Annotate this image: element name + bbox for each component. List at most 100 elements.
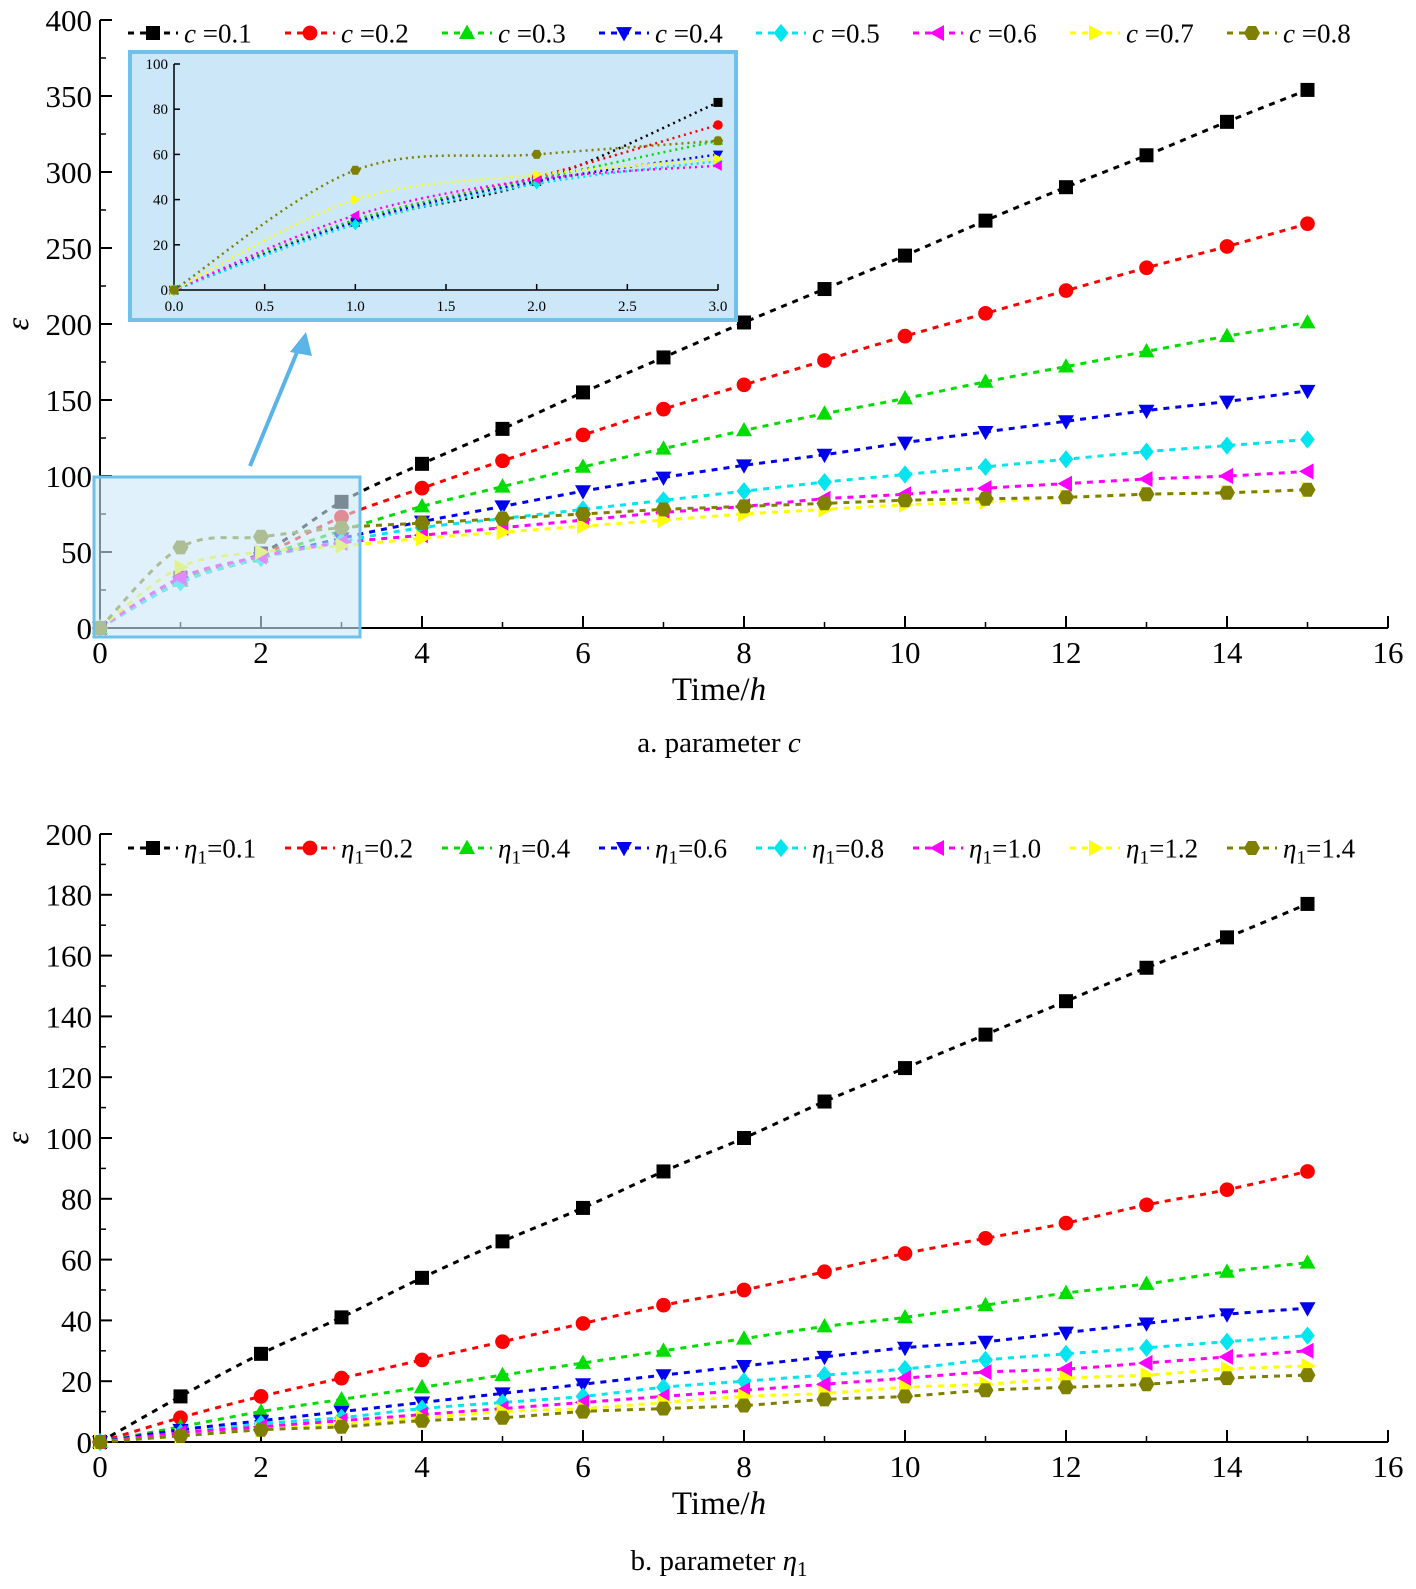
data-point	[1138, 1317, 1155, 1332]
data-point	[1219, 327, 1235, 343]
data-point	[1058, 1215, 1074, 1231]
data-point	[1058, 1344, 1074, 1363]
y-tick-label: 100	[46, 459, 93, 494]
series-line-6	[99, 469, 1308, 630]
data-point	[333, 1419, 350, 1434]
data-point	[897, 328, 913, 344]
data-point	[172, 1428, 189, 1443]
data-point	[576, 1200, 590, 1215]
legend-var: η	[498, 834, 511, 864]
data-point	[897, 1341, 913, 1357]
legend-sub: 1	[511, 848, 521, 869]
data-point	[816, 1376, 831, 1393]
data-point	[816, 405, 833, 420]
legend-label: c =0.4	[655, 19, 723, 49]
legend-marker	[146, 841, 160, 855]
legend-label: η1=1.4	[1283, 834, 1356, 869]
legend-sub: 1	[354, 848, 364, 869]
series-line-8	[99, 1373, 1308, 1444]
data-point	[496, 524, 511, 541]
data-point	[655, 440, 672, 455]
caption-text: a. parameter	[637, 727, 788, 759]
caption-text: b. parameter	[630, 1545, 782, 1577]
data-point	[897, 493, 913, 508]
legend-marker	[302, 25, 318, 41]
data-point	[576, 385, 590, 400]
x-tick-label: 16	[1373, 1449, 1404, 1484]
data-point	[575, 1404, 591, 1419]
data-point	[413, 516, 431, 531]
data-point	[1139, 1338, 1154, 1357]
legend-eq: =0.1	[196, 19, 252, 49]
chart-b-parameter-eta1: 0 2 4 6 8 10 12 14 16020406080100120140160180200…	[0, 817, 1404, 1581]
y-axis-label: ε	[0, 317, 35, 330]
legend-var: c	[969, 19, 981, 49]
data-point	[1138, 343, 1155, 358]
data-point	[1220, 930, 1234, 945]
x-tick-label: 4	[414, 1449, 430, 1484]
legend-label: η1=1.2	[1126, 834, 1198, 869]
legend-var: η	[655, 834, 668, 864]
data-point	[1058, 450, 1074, 469]
data-point	[656, 491, 671, 510]
y-tick-label: 0	[77, 611, 93, 646]
y-tick-label: 60	[61, 1242, 92, 1277]
series-line-8	[98, 488, 1308, 630]
data-point	[977, 426, 994, 441]
data-point	[254, 1346, 268, 1361]
data-point	[817, 353, 832, 368]
legend-marker	[1244, 841, 1260, 855]
data-point	[1220, 114, 1234, 129]
data-point	[1219, 1263, 1235, 1278]
data-point	[416, 530, 431, 547]
data-point	[1058, 283, 1074, 298]
data-point	[1139, 1197, 1154, 1213]
inset-y-tick-label: 0	[161, 283, 169, 299]
x-tick-label: 14	[1212, 1449, 1244, 1484]
series-line-2	[99, 222, 1308, 630]
data-point	[898, 1061, 912, 1076]
legend-marker	[773, 838, 789, 858]
legend-label: c =0.5	[812, 19, 880, 49]
legend-var: c	[498, 19, 510, 49]
x-tick-label: 10	[890, 635, 921, 670]
y-tick-label: 200	[46, 307, 93, 342]
y-tick-label: 250	[46, 231, 93, 266]
data-point	[415, 456, 429, 471]
data-point	[1057, 1361, 1072, 1378]
data-point	[495, 421, 510, 436]
data-point	[1219, 1371, 1235, 1386]
inset-data-point	[713, 97, 723, 107]
data-point	[897, 390, 913, 405]
data-point	[1299, 1368, 1316, 1383]
inset-y-tick-label: 80	[153, 102, 168, 118]
inset-data-point	[531, 149, 542, 159]
data-point	[1299, 482, 1316, 497]
data-point	[494, 500, 511, 515]
legend-marker	[929, 840, 944, 856]
data-point	[977, 491, 994, 506]
legend-marker	[458, 839, 476, 854]
legend-sub: 1	[1139, 848, 1149, 869]
y-tick-label: 150	[46, 383, 93, 418]
data-point	[1219, 1182, 1235, 1198]
x-tick-label: 0	[92, 1449, 108, 1484]
x-tick-label: 6	[575, 635, 591, 670]
data-point	[655, 1401, 672, 1416]
data-point	[977, 1296, 994, 1312]
data-point	[817, 1264, 832, 1280]
data-point	[897, 1246, 913, 1261]
data-point	[1058, 415, 1074, 430]
x-axis-label: Time/h	[672, 672, 766, 708]
data-point	[1299, 1342, 1314, 1359]
y-tick-label: 160	[46, 938, 93, 973]
inset-x-tick-label: 3.0	[709, 299, 728, 315]
legend-label: η1=0.2	[341, 834, 413, 869]
x-tick-label: 2	[253, 1449, 269, 1484]
data-point	[978, 213, 993, 228]
data-point	[1300, 1164, 1315, 1179]
inset-series-line-5	[173, 159, 719, 292]
legend-sub: 1	[197, 848, 207, 869]
x-axis-label-var: h	[750, 672, 767, 708]
